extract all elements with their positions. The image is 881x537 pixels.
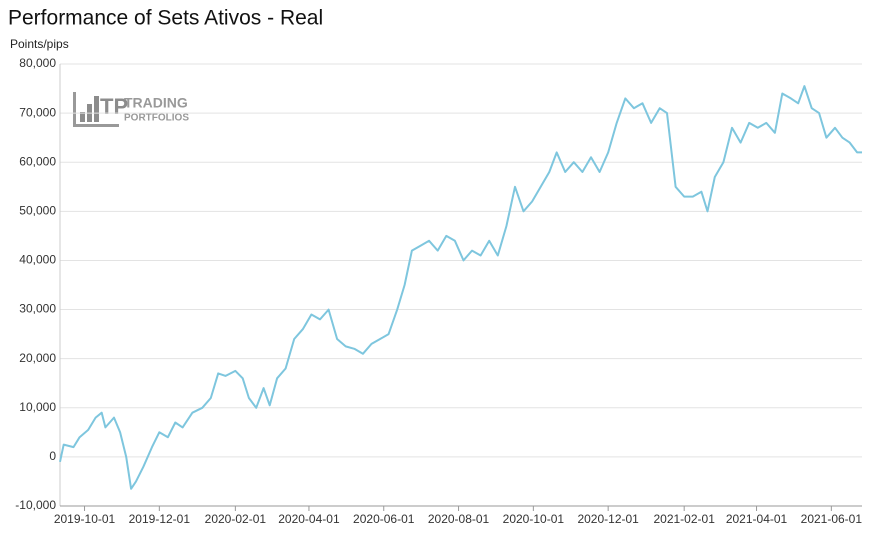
y-axis-label: Points/pips [10, 37, 69, 51]
x-tick-label: 2020-06-01 [353, 512, 415, 526]
y-tick-label: 60,000 [19, 154, 56, 168]
y-tick-label: 10,000 [19, 400, 56, 414]
logo-bar [80, 112, 85, 122]
logo-bar [94, 96, 99, 122]
y-tick-label: 50,000 [19, 204, 56, 218]
watermark-text: PORTFOLIOS [124, 113, 189, 124]
chart-title: Performance of Sets Ativos - Real [8, 7, 323, 30]
x-tick-label: 2020-02-01 [205, 512, 267, 526]
logo-bar [73, 92, 76, 127]
x-tick-label: 2021-06-01 [801, 512, 863, 526]
x-tick-label: 2020-12-01 [577, 512, 639, 526]
y-tick-label: 70,000 [19, 105, 56, 119]
y-tick-label: 20,000 [19, 351, 56, 365]
watermark-text: TRADING [124, 95, 188, 111]
x-tick-label: 2020-10-01 [503, 512, 565, 526]
x-tick-label: 2019-10-01 [54, 512, 116, 526]
watermark: TP TRADING PORTFOLIOS [73, 92, 189, 127]
y-tick-label: 80,000 [19, 56, 56, 70]
logo-bar [73, 124, 119, 127]
x-tick-label: 2021-04-01 [726, 512, 788, 526]
x-tick-label: 2019-12-01 [129, 512, 191, 526]
x-tick-label: 2021-02-01 [653, 512, 715, 526]
x-tick-label: 2020-04-01 [278, 512, 340, 526]
y-tick-label: -10,000 [15, 498, 56, 512]
line [59, 85, 862, 490]
y-tick-label: 40,000 [19, 253, 56, 267]
logo-mark: TP [100, 94, 128, 119]
y-tick-label: 0 [49, 449, 56, 463]
y-tick-label: 30,000 [19, 302, 56, 316]
x-tick-label: 2020-08-01 [428, 512, 490, 526]
